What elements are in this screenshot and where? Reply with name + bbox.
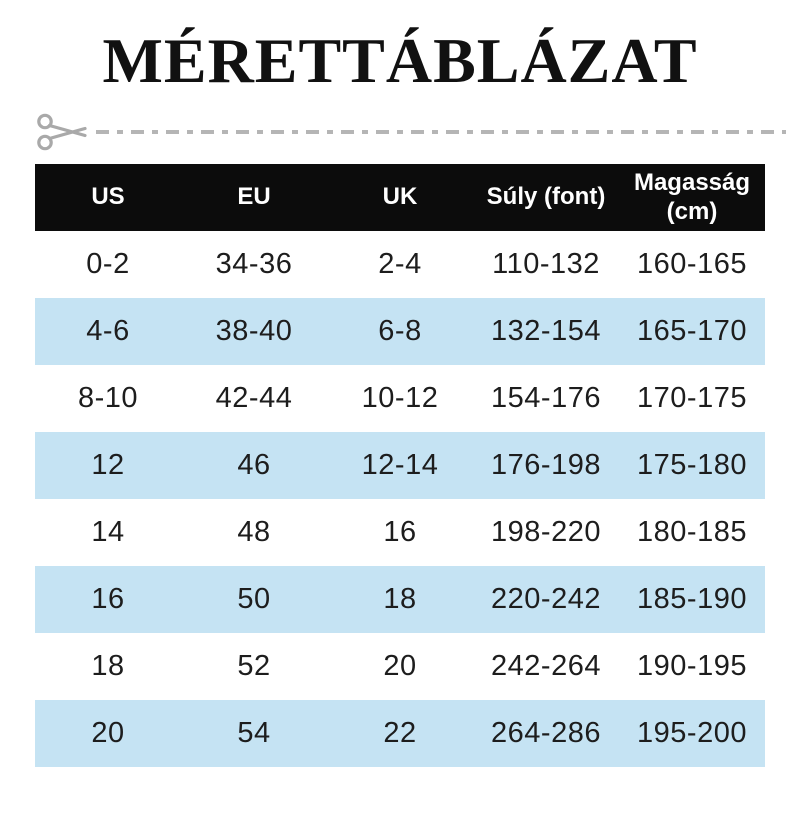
- column-header-weight: Súly (font): [473, 164, 619, 232]
- table-cell: 264-286: [491, 717, 601, 750]
- table-row: 4-6 38-40 6-8 132-154 165-170: [35, 298, 765, 366]
- column-header-height: Magasság (cm): [619, 164, 765, 232]
- table-cell: 42-44: [215, 382, 293, 415]
- table-cell: 180-185: [637, 516, 747, 549]
- table-row: 14 48 16 198-220 180-185: [35, 499, 765, 567]
- table-cell: 8-10: [77, 382, 139, 415]
- table-row: 8-10 42-44 10-12 154-176 170-175: [35, 365, 765, 433]
- table-row: 16 50 18 220-242 185-190: [35, 566, 765, 634]
- size-chart-page: MÉRETTÁBLÁZAT US EU UK Súly (font) Magas…: [0, 25, 800, 826]
- table-cell: 10-12: [361, 382, 439, 415]
- page-title: MÉRETTÁBLÁZAT: [102, 25, 698, 96]
- table-cell: 38-40: [215, 315, 293, 348]
- table-cell: 18: [383, 583, 417, 616]
- table-cell: 50: [237, 583, 271, 616]
- table-cell: 195-200: [637, 717, 747, 750]
- table-cell: 132-154: [491, 315, 601, 348]
- table-cell: 18: [91, 650, 125, 683]
- table-cell: 16: [91, 583, 125, 616]
- table-cell: 175-180: [637, 449, 747, 482]
- table-cell: 0-2: [86, 248, 130, 281]
- table-cell: 16: [383, 516, 417, 549]
- column-header-us: US: [35, 164, 181, 232]
- table-cell: 2-4: [378, 248, 422, 281]
- table-cell: 12: [91, 449, 125, 482]
- table-cell: 242-264: [491, 650, 601, 683]
- table-cell: 54: [237, 717, 271, 750]
- table-cell: 14: [91, 516, 125, 549]
- table-cell: 20: [383, 650, 417, 683]
- table-row: 20 54 22 264-286 195-200: [35, 700, 765, 768]
- table-cell: 160-165: [637, 248, 747, 281]
- table-header-row: US EU UK Súly (font) Magasság (cm): [35, 164, 765, 232]
- table-cell: 34-36: [215, 248, 293, 281]
- column-header-eu: EU: [181, 164, 327, 232]
- table-cell: 48: [237, 516, 271, 549]
- table-cell: 154-176: [491, 382, 601, 415]
- table-cell: 176-198: [491, 449, 601, 482]
- table-cell: 22: [383, 717, 417, 750]
- column-header-uk: UK: [327, 164, 473, 232]
- table-cell: 46: [237, 449, 271, 482]
- table-cell: 6-8: [378, 315, 422, 348]
- dashed-cut-line: [96, 130, 786, 135]
- table-row: 0-2 34-36 2-4 110-132 160-165: [35, 231, 765, 299]
- table-cell: 170-175: [637, 382, 747, 415]
- table-row: 12 46 12-14 176-198 175-180: [35, 432, 765, 500]
- table-cell: 4-6: [86, 315, 130, 348]
- scissors-icon: [37, 114, 87, 151]
- table-cell: 190-195: [637, 650, 747, 683]
- size-table-body: 0-2 34-36 2-4 110-132 160-165 4-6 38-40 6-8 132-…: [35, 231, 765, 768]
- table-cell: 185-190: [637, 583, 747, 616]
- table-cell: 220-242: [491, 583, 601, 616]
- cut-line: [36, 110, 786, 154]
- table-cell: 198-220: [491, 516, 601, 549]
- table-cell: 52: [237, 650, 271, 683]
- table-row: 18 52 20 242-264 190-195: [35, 633, 765, 701]
- size-table: US EU UK Súly (font) Magasság (cm) 0-2 34…: [35, 164, 765, 768]
- table-cell: 110-132: [492, 248, 600, 281]
- table-cell: 165-170: [637, 315, 747, 348]
- table-cell: 20: [91, 717, 125, 750]
- table-cell: 12-14: [361, 449, 439, 482]
